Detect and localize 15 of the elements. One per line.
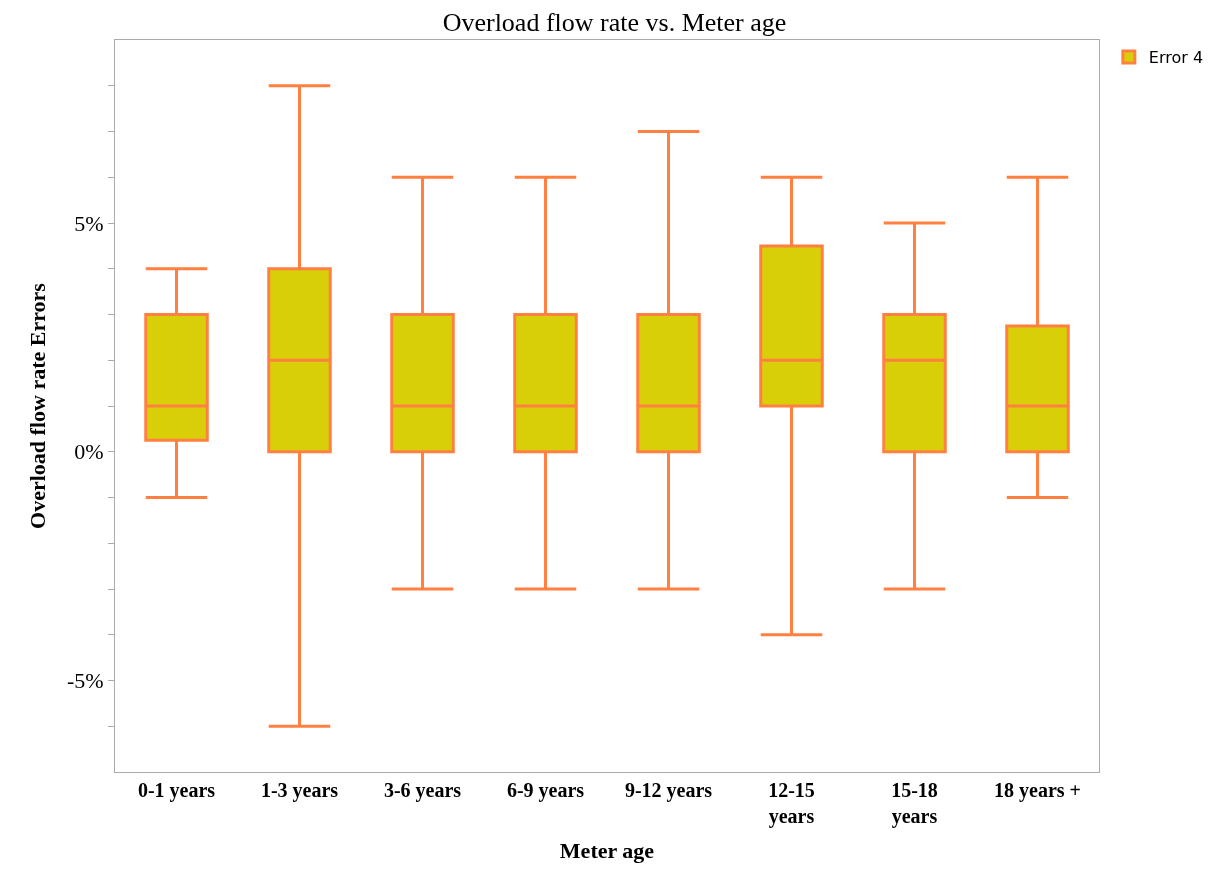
y-axis-title: Overload flow rate Errors bbox=[24, 282, 50, 529]
y-tick-label: 0% bbox=[74, 439, 104, 465]
x-tick-label: 18 years + bbox=[994, 779, 1081, 802]
x-tick-label: 0-1 years bbox=[137, 779, 216, 802]
chart-title: Overload flow rate vs. Meter age bbox=[442, 8, 787, 38]
x-tick-label: 1-3 years bbox=[260, 779, 339, 802]
x-tick-label: 3-6 years bbox=[383, 779, 462, 802]
x-tick-label: 12-15 years bbox=[768, 779, 815, 828]
x-tick-label: 6-9 years bbox=[506, 779, 585, 802]
x-tick-label: 9-12 years bbox=[624, 779, 713, 802]
y-tick-label: -5% bbox=[66, 668, 104, 694]
x-axis-title: Meter age bbox=[559, 837, 655, 863]
y-tick-label: 5% bbox=[74, 210, 104, 236]
legend-label: Error 4 bbox=[1148, 48, 1204, 68]
x-tick-label: 15-18 years bbox=[891, 779, 938, 828]
